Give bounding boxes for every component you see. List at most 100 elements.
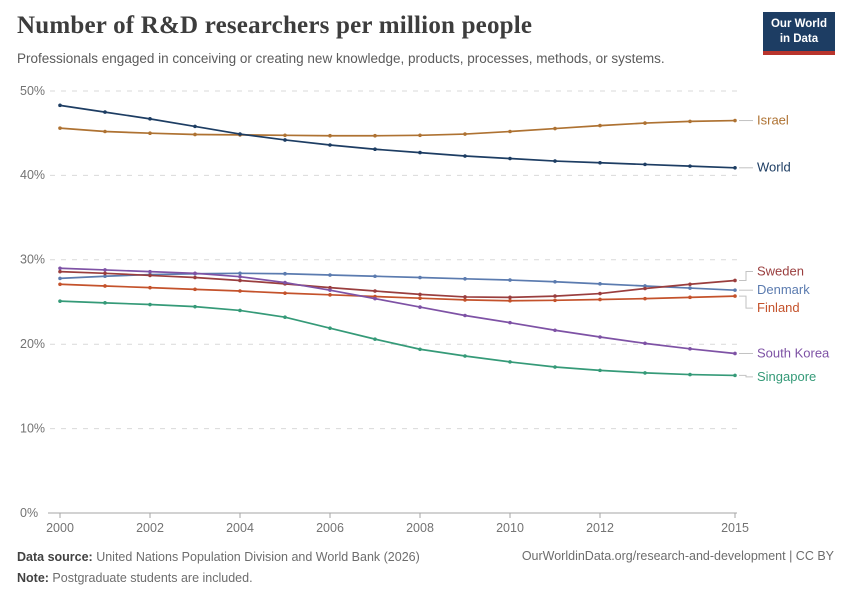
data-point-south-korea-2006 (328, 288, 332, 292)
data-point-finland-2012 (598, 297, 602, 302)
data-point-sweden-2010 (508, 295, 512, 300)
x-tick-label-2012: 2012 (586, 521, 614, 535)
data-point-sweden-2013 (643, 286, 647, 291)
series-label-denmark[interactable]: Denmark (757, 282, 810, 297)
data-point-world-2008 (418, 150, 422, 155)
data-point-sweden-2004 (238, 278, 242, 283)
data-point-israel-2012 (598, 123, 602, 128)
x-tick-label-2010: 2010 (496, 521, 524, 535)
data-point-finland-2013 (643, 296, 647, 301)
page-title: Number of R&D researchers per million pe… (17, 12, 533, 39)
data-point-denmark-2012 (598, 282, 602, 286)
data-point-singapore-2012 (598, 368, 602, 373)
data-point-denmark-2015 (733, 288, 737, 292)
data-point-south-korea-2011 (553, 328, 557, 333)
data-point-denmark-2000 (58, 276, 62, 281)
x-tick-label-2006: 2006 (316, 521, 344, 535)
series-label-israel[interactable]: Israel (757, 112, 789, 127)
data-point-world-2010 (508, 156, 512, 161)
note-label: Note: (17, 571, 49, 585)
footer-link[interactable]: OurWorldinData.org/research-and-developm… (521, 549, 834, 563)
series-line-world[interactable] (59, 104, 736, 169)
data-point-denmark-2004 (238, 271, 242, 276)
data-point-israel-2014 (688, 119, 692, 124)
data-point-south-korea-2007 (373, 296, 377, 301)
data-point-world-2011 (553, 159, 557, 163)
data-point-south-korea-2005 (283, 280, 287, 285)
series-label-south-korea[interactable]: South Korea (757, 345, 830, 360)
data-point-singapore-2009 (463, 354, 467, 358)
data-point-finland-2000 (58, 282, 62, 287)
data-point-singapore-2014 (688, 372, 692, 377)
data-point-singapore-2007 (373, 337, 377, 341)
data-point-finland-2002 (148, 285, 152, 290)
data-point-world-2009 (463, 154, 467, 158)
series-line-israel[interactable] (59, 119, 736, 137)
data-point-south-korea-2010 (508, 320, 512, 325)
series-line-sweden[interactable] (59, 270, 736, 299)
data-point-south-korea-2000 (58, 266, 62, 271)
series-line-south-korea[interactable] (59, 267, 736, 355)
series-line-denmark[interactable] (59, 272, 736, 292)
data-point-denmark-2014 (688, 286, 692, 290)
series-line-finland[interactable] (59, 283, 736, 302)
data-point-world-2001 (103, 110, 107, 114)
data-point-denmark-2008 (418, 275, 422, 280)
data-point-sweden-2009 (463, 295, 467, 299)
data-point-world-2004 (238, 132, 242, 136)
data-point-israel-2015 (733, 118, 737, 123)
series-label-singapore[interactable]: Singapore (757, 369, 816, 384)
data-source-label: Data source: (17, 550, 93, 564)
data-point-israel-2011 (553, 126, 557, 131)
data-point-south-korea-2004 (238, 274, 242, 279)
data-point-israel-2009 (463, 132, 467, 136)
data-point-israel-2002 (148, 131, 152, 135)
data-point-singapore-2011 (553, 365, 557, 369)
x-tick-label-2002: 2002 (136, 521, 164, 535)
data-point-world-2002 (148, 117, 152, 121)
data-point-israel-2010 (508, 129, 512, 134)
y-tick-label-50: 50% (20, 84, 45, 98)
series-label-sweden[interactable]: Sweden (757, 263, 804, 278)
data-point-sweden-2008 (418, 292, 422, 297)
data-point-israel-2000 (58, 126, 62, 130)
data-point-sweden-2012 (598, 291, 602, 296)
data-point-world-2015 (733, 166, 737, 170)
series-label-finland[interactable]: Finland (757, 300, 800, 315)
data-point-singapore-2005 (283, 315, 287, 319)
data-point-denmark-2007 (373, 274, 377, 279)
data-point-south-korea-2015 (733, 351, 737, 356)
data-point-south-korea-2014 (688, 347, 692, 351)
x-tick-label-2015: 2015 (721, 521, 749, 535)
series-line-singapore[interactable] (59, 300, 736, 377)
data-point-israel-2003 (193, 132, 197, 137)
data-point-denmark-2001 (103, 274, 107, 279)
data-point-israel-2001 (103, 129, 107, 134)
data-point-finland-2008 (418, 296, 422, 301)
data-point-south-korea-2003 (193, 271, 197, 276)
data-source-line: Data source: United Nations Population D… (17, 547, 420, 568)
data-point-finland-2006 (328, 293, 332, 297)
data-point-israel-2013 (643, 121, 647, 125)
data-point-finland-2010 (508, 298, 512, 303)
chart-canvas: 0% 10% 20% 30% 40% 50% 2000 2002 2004 2006 2008 201… (20, 84, 830, 535)
series-label-world[interactable]: World (757, 160, 791, 175)
owid-logo-line1: Our World (770, 18, 827, 30)
data-point-denmark-2005 (283, 271, 287, 276)
data-point-sweden-2007 (373, 289, 377, 293)
data-point-singapore-2004 (238, 308, 242, 313)
data-point-singapore-2002 (148, 302, 152, 307)
data-point-world-2005 (283, 138, 287, 142)
x-tick-label-2000: 2000 (46, 521, 74, 535)
data-point-denmark-2011 (553, 279, 557, 284)
data-point-world-2006 (328, 143, 332, 147)
data-point-denmark-2010 (508, 278, 512, 282)
chart-subtitle: Professionals engaged in conceiving or c… (17, 51, 665, 66)
owid-logo[interactable]: Our World in Data (762, 12, 835, 55)
data-point-sweden-2001 (103, 271, 107, 276)
y-tick-label-40: 40% (20, 168, 45, 182)
data-point-south-korea-2001 (103, 268, 107, 272)
label-connector-finland (739, 295, 753, 309)
data-point-world-2012 (598, 160, 602, 165)
data-point-south-korea-2013 (643, 341, 647, 346)
